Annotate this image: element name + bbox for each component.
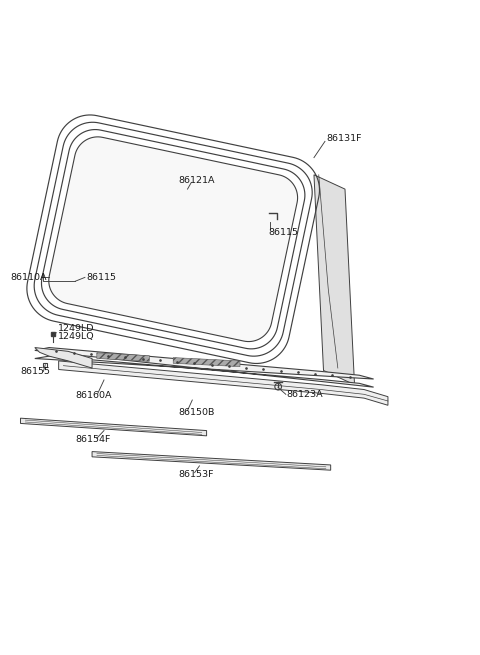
Text: 86131F: 86131F <box>326 134 361 143</box>
Polygon shape <box>59 361 388 405</box>
Text: 86160A: 86160A <box>75 391 112 400</box>
Text: 86154F: 86154F <box>75 435 111 444</box>
Text: 86150B: 86150B <box>178 408 215 417</box>
Polygon shape <box>97 353 149 362</box>
Text: 86115: 86115 <box>269 227 299 236</box>
Polygon shape <box>35 348 373 387</box>
Polygon shape <box>35 348 92 368</box>
Text: 86110A: 86110A <box>10 273 47 282</box>
Polygon shape <box>314 175 355 384</box>
Text: 86153F: 86153F <box>178 470 214 479</box>
Text: 86123A: 86123A <box>287 390 324 399</box>
Text: 86155: 86155 <box>21 367 50 376</box>
Polygon shape <box>92 451 331 470</box>
Polygon shape <box>21 418 206 436</box>
Polygon shape <box>173 358 240 367</box>
Text: 86121A: 86121A <box>178 176 215 185</box>
Polygon shape <box>49 137 298 341</box>
Text: 1249LD: 1249LD <box>58 324 94 333</box>
Polygon shape <box>27 115 320 364</box>
Text: 86115: 86115 <box>86 273 116 282</box>
Text: 1249LQ: 1249LQ <box>58 332 95 341</box>
